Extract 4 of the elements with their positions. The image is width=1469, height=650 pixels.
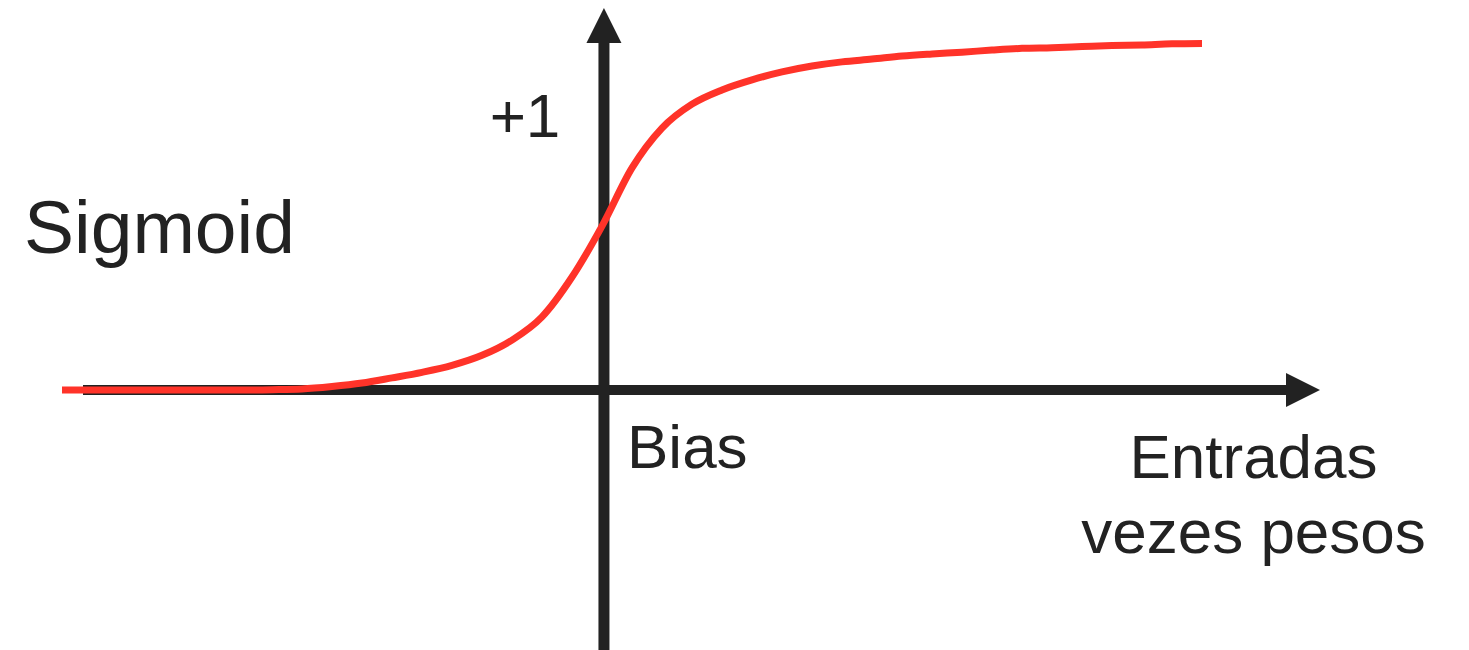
text: Bias [627,412,748,481]
x-axis-title: Entradas vezes pesos [1081,421,1426,566]
annotation: +1 [489,81,561,150]
text: Sigmoid [24,184,295,269]
